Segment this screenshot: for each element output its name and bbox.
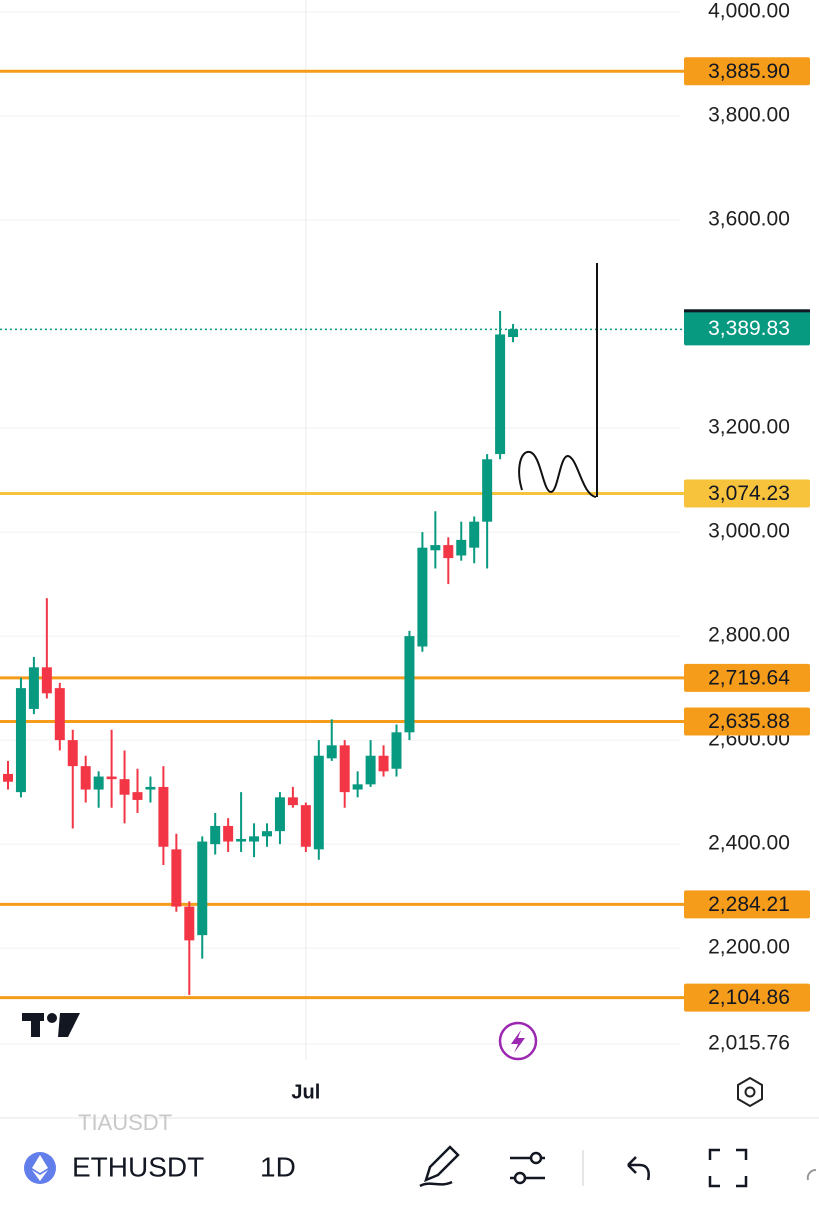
candle-body: [300, 805, 311, 847]
candle-body: [482, 459, 493, 522]
candle-body: [41, 667, 52, 694]
candle-body: [365, 755, 376, 785]
candle-body: [249, 836, 260, 842]
candle-body: [262, 831, 272, 837]
candle-body: [287, 797, 298, 806]
candle-body: [67, 740, 78, 767]
price-label: 2,635.88: [708, 710, 790, 733]
candle-body: [15, 688, 26, 793]
candle-body: [145, 786, 156, 790]
price-label-box: [684, 479, 810, 508]
y-tick-label: 2,200.00: [708, 936, 790, 959]
last-price-box-top: [684, 309, 810, 313]
candle-body: [28, 667, 39, 709]
fullscreen-icon[interactable]: [708, 1148, 748, 1188]
hand-drawn-squiggle: [518, 450, 597, 498]
label-layer: 4,000.00 3,800.00 3,600.00 3,200.00 3,000.00…: [684, 0, 810, 1055]
last-price-box: [684, 309, 810, 346]
eth-icon: [24, 1152, 56, 1184]
y-tick-label: 3,000.00: [708, 520, 790, 543]
candle-body: [93, 776, 104, 790]
candle-body: [236, 838, 247, 842]
candle-body: [495, 334, 506, 455]
price-label-box: [684, 983, 810, 1012]
candle-body: [106, 776, 117, 780]
y-tick-label: 3,600.00: [708, 208, 790, 231]
partial-icon[interactable]: [806, 1169, 817, 1181]
candle-body: [184, 906, 195, 941]
x-tick-label: Jul: [291, 1081, 320, 1103]
symbol[interactable]: ETHUSDT: [72, 1151, 204, 1182]
candle-body: [274, 797, 285, 832]
settings-sliders-icon[interactable]: [510, 1151, 545, 1185]
interval[interactable]: 1D: [260, 1151, 296, 1182]
candle-body: [378, 755, 389, 772]
last-price-label: 3,389.83: [708, 317, 790, 340]
y-tick-label: 4,000.00: [708, 0, 790, 23]
candle-body: [119, 779, 130, 795]
candle-body: [210, 825, 221, 845]
y-tick-label: 2,400.00: [708, 832, 790, 855]
price-label: 2,104.86: [708, 986, 790, 1009]
candle-body: [54, 688, 65, 741]
price-label: 3,885.90: [708, 60, 790, 83]
candle-body: [391, 732, 402, 769]
candle-body: [197, 841, 208, 936]
candle-body: [132, 792, 143, 800]
candle-body: [456, 539, 467, 556]
lightning-icon[interactable]: [498, 1021, 538, 1061]
candle-body: [469, 521, 480, 548]
price-label-box: [684, 663, 810, 692]
candle-body: [430, 545, 441, 551]
grid-layer: [0, 0, 680, 1060]
tv-logo: [22, 1013, 80, 1037]
candle-body: [171, 849, 182, 907]
y-tick-label: 2,015.76: [708, 1032, 790, 1055]
y-tick-label: 3,800.00: [708, 104, 790, 127]
candle-body: [80, 766, 91, 790]
undo-icon[interactable]: [627, 1156, 650, 1181]
candle-body: [404, 636, 415, 733]
price-label: 2,284.21: [708, 893, 790, 916]
price-label: 2,719.64: [708, 666, 790, 689]
candle-body: [508, 329, 519, 338]
settings-icon[interactable]: [737, 1076, 763, 1108]
price-label-box: [684, 890, 810, 919]
candle-body: [3, 773, 13, 782]
candle-body: [417, 547, 428, 647]
draw-icon[interactable]: [419, 1145, 460, 1188]
y-tick-label: 3,200.00: [708, 416, 790, 439]
candle-body: [313, 755, 324, 850]
y-tick-label: 2,800.00: [708, 624, 790, 647]
price-label: 3,074.23: [708, 482, 790, 505]
previous-symbol: TIAUSDT: [78, 1110, 172, 1135]
price-label-box: [684, 57, 810, 86]
candle-body: [326, 745, 337, 759]
price-label-box: [684, 707, 810, 736]
candle-body: [223, 825, 234, 842]
candle-body: [443, 545, 454, 559]
candle-body: [339, 745, 350, 793]
candle-body: [352, 784, 363, 790]
candle-layer: [3, 311, 519, 995]
level-layer: [0, 69, 684, 1000]
candle-body: [158, 786, 169, 847]
